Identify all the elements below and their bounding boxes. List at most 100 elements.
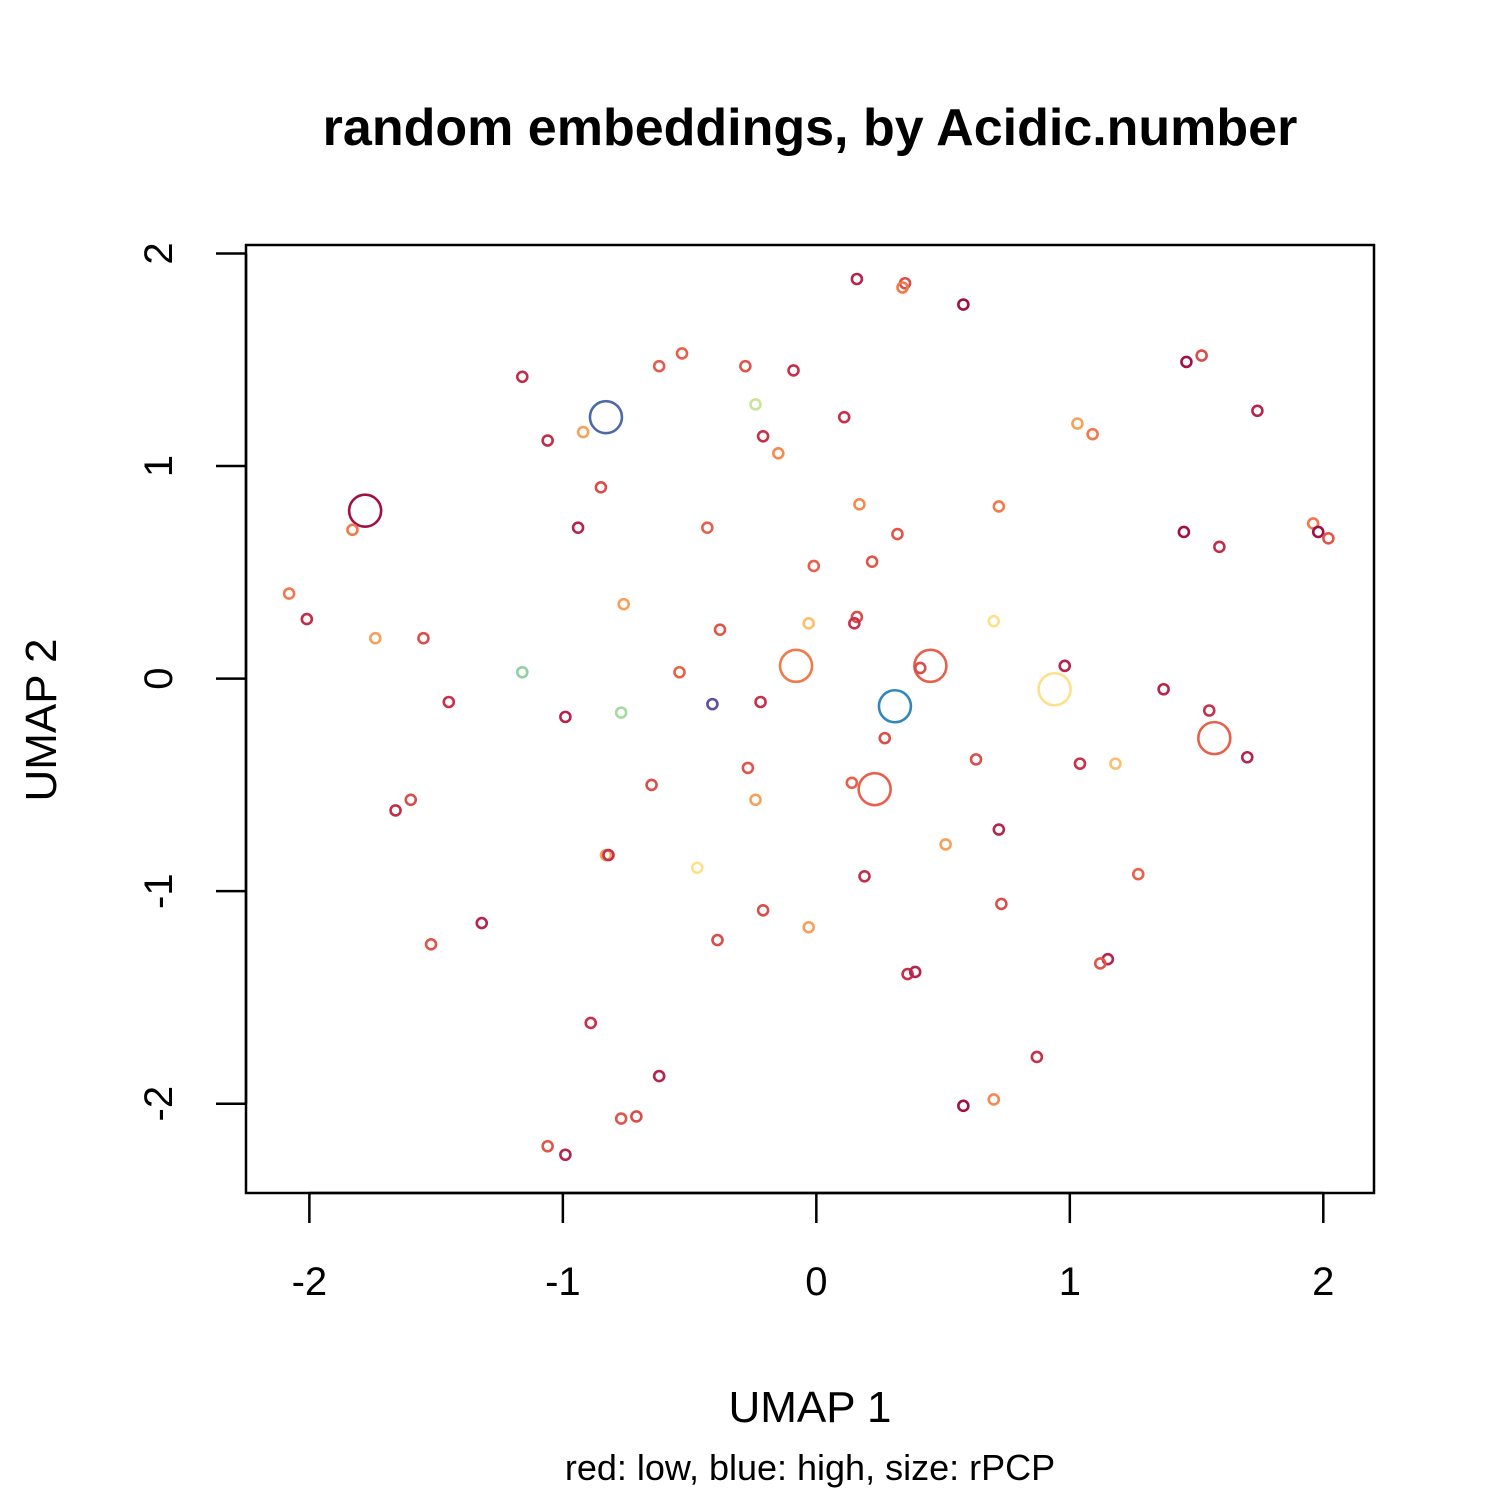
data-point — [1030, 1050, 1044, 1064]
y-tick-label: -2 — [137, 1086, 181, 1122]
data-point — [957, 298, 970, 311]
data-point — [778, 648, 814, 684]
data-point — [571, 521, 585, 534]
data-point — [594, 481, 608, 494]
data-point — [652, 1069, 666, 1083]
data-point — [1322, 532, 1335, 545]
data-point — [837, 410, 851, 424]
data-point — [908, 965, 922, 979]
data-point — [576, 425, 590, 439]
data-point — [896, 281, 909, 294]
data-point — [711, 933, 724, 947]
y-axis-label: UMAP 2 — [17, 638, 66, 801]
data-point — [913, 661, 927, 675]
plot-frame — [244, 243, 1376, 1195]
data-point — [541, 434, 554, 447]
data-point — [807, 559, 821, 573]
y-tick-label: 2 — [137, 242, 181, 264]
data-point — [756, 904, 770, 917]
data-point — [690, 861, 704, 875]
data-point — [1180, 355, 1193, 369]
data-point — [857, 771, 892, 807]
data-point — [1071, 417, 1084, 430]
data-point — [987, 1093, 1001, 1106]
data-point — [995, 897, 1008, 911]
data-point — [300, 612, 314, 626]
data-point — [754, 695, 767, 709]
y-tick-label: -1 — [137, 873, 181, 909]
data-point — [614, 1112, 628, 1125]
data-point — [969, 753, 983, 766]
y-tick-label: 1 — [137, 455, 181, 477]
data-point — [901, 967, 914, 981]
data-point — [442, 695, 456, 709]
data-point — [739, 359, 752, 373]
data-point — [475, 916, 489, 930]
data-point — [1197, 720, 1232, 756]
data-point — [957, 1099, 970, 1113]
data-point — [1202, 704, 1216, 717]
data-point — [1073, 757, 1087, 770]
x-tick-label: -2 — [292, 1260, 328, 1304]
x-tick-label: -1 — [545, 1260, 581, 1304]
data-point — [404, 793, 418, 807]
data-point — [1177, 525, 1191, 539]
data-point — [630, 1110, 643, 1123]
data-point — [559, 1148, 572, 1162]
data-point — [1093, 957, 1107, 970]
data-point — [1086, 427, 1099, 441]
data-point — [515, 370, 529, 384]
data-point — [1157, 682, 1170, 696]
data-point — [848, 617, 861, 630]
data-point — [584, 1016, 598, 1030]
data-point — [1195, 349, 1208, 362]
data-point — [1109, 757, 1122, 770]
data-point — [845, 776, 859, 790]
data-point — [368, 631, 382, 645]
data-point — [853, 498, 866, 511]
data-point — [706, 697, 719, 711]
data-point — [878, 731, 892, 745]
data-point — [614, 706, 628, 719]
data-point — [675, 347, 689, 360]
data-point — [802, 921, 816, 934]
data-point — [652, 359, 666, 373]
x-axis-label: UMAP 1 — [728, 1383, 891, 1432]
data-point — [850, 610, 864, 624]
data-point — [713, 623, 727, 637]
data-point — [865, 555, 879, 569]
data-point — [602, 848, 615, 862]
data-point — [588, 399, 624, 435]
x-tick-label: 2 — [1312, 1260, 1334, 1304]
data-point — [282, 587, 296, 600]
data-point — [417, 631, 430, 645]
data-point — [987, 614, 1001, 628]
data-point — [617, 597, 630, 611]
data-point — [741, 761, 755, 775]
chart-subtitle: red: low, blue: high, size: rPCP — [565, 1447, 1055, 1488]
data-point — [802, 617, 816, 630]
data-point — [1311, 525, 1325, 539]
data-point — [1131, 867, 1145, 881]
data-point — [701, 521, 714, 534]
data-point — [559, 710, 572, 724]
chart-title: random embeddings, by Acidic.number — [323, 99, 1298, 157]
data-point — [891, 527, 904, 541]
data-point — [1240, 750, 1254, 764]
data-point — [1251, 404, 1264, 418]
x-tick-label: 0 — [805, 1260, 827, 1304]
data-point — [913, 648, 948, 684]
data-point — [787, 364, 800, 377]
data-point — [346, 523, 359, 537]
data-point — [877, 688, 913, 724]
data-point — [347, 493, 383, 528]
y-axis: -2 -1 0 1 2 — [137, 242, 248, 1122]
data-point — [424, 938, 438, 951]
data-point — [992, 500, 1006, 513]
data-point — [772, 447, 785, 460]
data-point — [1058, 659, 1072, 673]
data-point — [850, 272, 864, 286]
data-point — [858, 869, 871, 883]
data-point — [541, 1139, 554, 1153]
